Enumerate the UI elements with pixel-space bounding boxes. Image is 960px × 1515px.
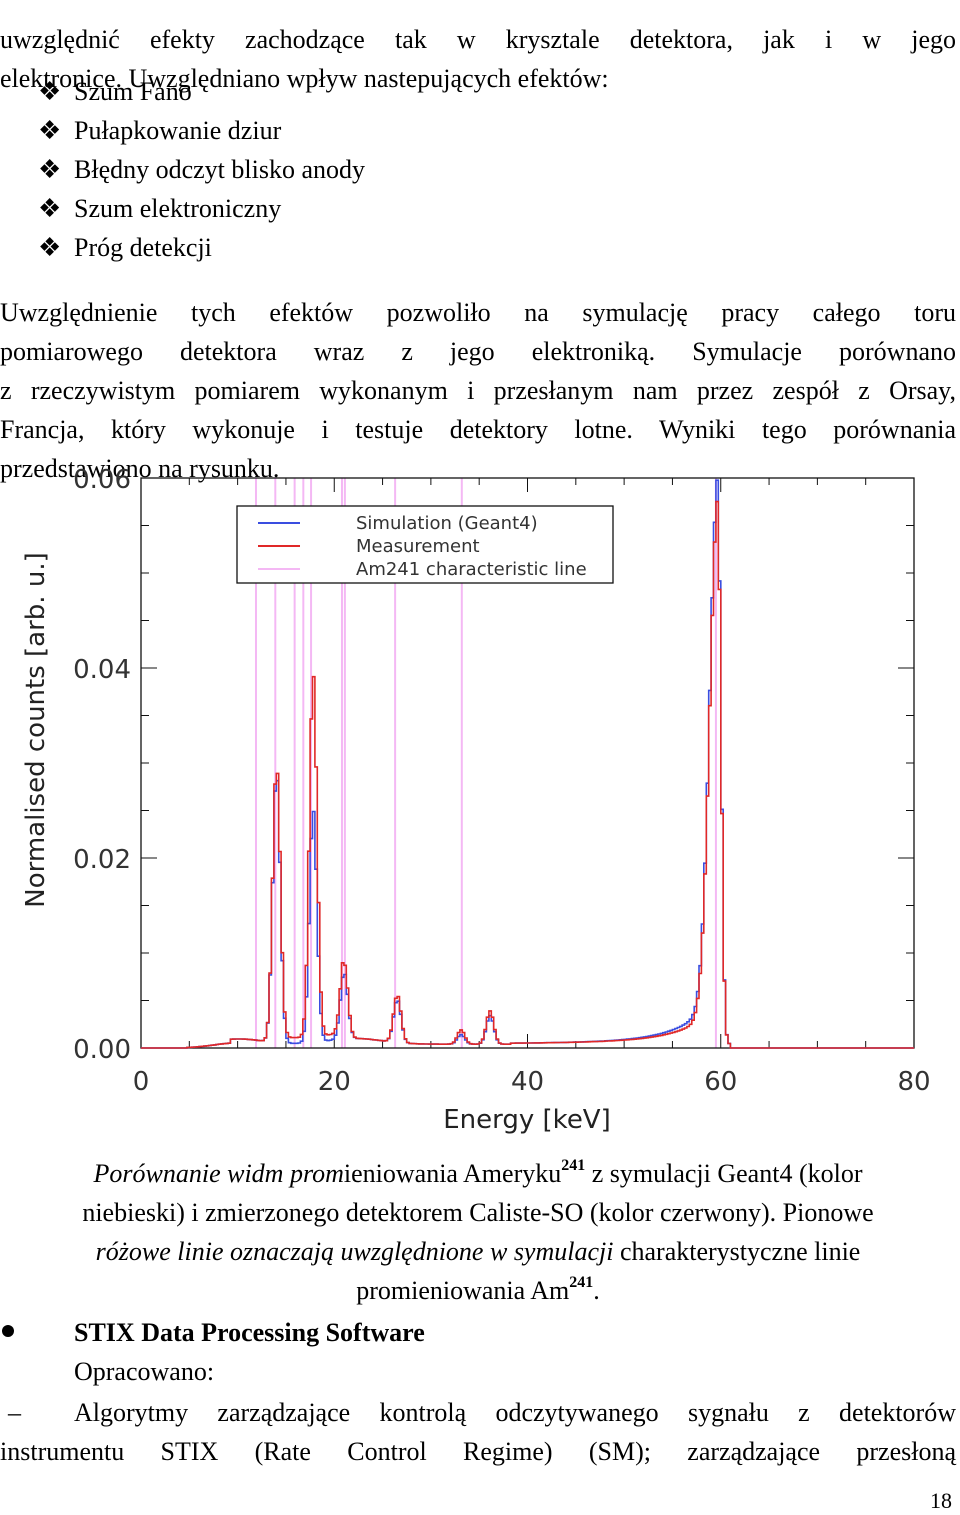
y-tick-label: 0.04 xyxy=(73,655,131,685)
y-tick-label: 0.06 xyxy=(73,468,131,495)
effect-label: Błędny odczyt blisko anody xyxy=(74,155,366,184)
caption-line-1: Porównanie widm promieniowania Ameryku24… xyxy=(0,1154,956,1193)
caption-italic: Porównanie widm prom xyxy=(93,1159,344,1188)
x-tick-label: 0 xyxy=(133,1067,150,1097)
diamond-bullet-icon: ❖ xyxy=(38,77,62,106)
effect-item: ❖ Błędny odczyt blisko anody xyxy=(38,150,365,189)
caption-text: ieniowania Ameryku xyxy=(343,1159,562,1188)
effect-item: ❖ Szum elektroniczny xyxy=(38,189,281,228)
x-tick-label: 60 xyxy=(704,1067,737,1097)
y-tick-label: 0.02 xyxy=(73,845,131,875)
dash-icon: – xyxy=(8,1398,21,1427)
legend-label: Am241 characteristic line xyxy=(356,559,587,580)
x-tick-label: 20 xyxy=(318,1067,351,1097)
caption-line-2: niebieski) i zmierzonego detektorem Cali… xyxy=(82,1198,874,1227)
chart-axes: 0 20 40 60 80 0.00 0.02 0.04 0.06 xyxy=(73,468,930,1097)
caption-text: charakterystyczne linie xyxy=(613,1237,861,1266)
section-title: STIX Data Processing Software xyxy=(74,1318,425,1347)
x-tick-label: 80 xyxy=(897,1067,930,1097)
spectrum-chart: 0 20 40 60 80 0.00 0.02 0.04 0.06 Simulation (Ge… xyxy=(21,468,931,1135)
para-line-3: z rzeczywistym pomiarem wykonanym i prze… xyxy=(0,376,956,405)
legend-label: Measurement xyxy=(356,536,480,557)
diamond-bullet-icon: ❖ xyxy=(38,155,62,184)
diamond-bullet-icon: ❖ xyxy=(38,116,62,145)
caption-text: promieniowania Am xyxy=(356,1276,570,1305)
y-axis-label: Normalised counts [arb. u.] xyxy=(21,552,51,907)
caption-sup: 241 xyxy=(561,1157,586,1174)
effect-item: ❖ Pułapkowanie dziur xyxy=(38,111,281,150)
page-number: 18 xyxy=(930,1488,952,1513)
caption-line-4: promieniowania Am241. xyxy=(0,1271,956,1310)
caption-text: . xyxy=(593,1276,600,1305)
dash-line-2: instrumentu STIX (Rate Control Regime) (… xyxy=(0,1437,956,1466)
intro-line-1: uwzględnić efekty zachodzące tak w krysz… xyxy=(0,25,956,54)
caption-italic: różowe linie oznaczają uwzględnione w sy… xyxy=(95,1237,614,1266)
x-axis-label: Energy [keV] xyxy=(443,1105,611,1135)
legend-label: Simulation (Geant4) xyxy=(356,513,538,534)
intro-line-2: elektronice. Uwzględniano wpływ nastepuj… xyxy=(0,64,609,93)
measurement-series xyxy=(141,500,914,1049)
effect-label: Próg detekcji xyxy=(74,233,212,262)
developed-label: Opracowano: xyxy=(74,1357,215,1386)
effect-label: Szum elektroniczny xyxy=(74,194,282,223)
diamond-bullet-icon: ❖ xyxy=(38,233,62,262)
dash-line-1: Algorytmy zarządzające kontrolą odczytyw… xyxy=(74,1398,956,1427)
caption-sup: 241 xyxy=(569,1274,594,1291)
effect-item: ❖ Szum Fano xyxy=(38,72,192,111)
caption-text: z symulacji Geant4 (kolor xyxy=(585,1159,863,1188)
y-tick-label: 0.00 xyxy=(73,1035,131,1065)
diamond-bullet-icon: ❖ xyxy=(38,194,62,223)
bullet-dot-icon xyxy=(2,1325,14,1337)
legend-box xyxy=(236,505,614,584)
effect-label: Pułapkowanie dziur xyxy=(74,116,282,145)
para-line-1: Uwzględnienie tych efektów pozwoliło na … xyxy=(0,298,956,327)
effect-item: ❖ Próg detekcji xyxy=(38,228,212,267)
effect-label: Szum Fano xyxy=(74,77,192,106)
para-line-2: pomiarowego detektora wraz z jego elektr… xyxy=(0,337,956,366)
x-tick-label: 40 xyxy=(511,1067,544,1097)
para-line-4: Francja, który wykonuje i testuje detekt… xyxy=(0,415,956,444)
caption-line-3: różowe linie oznaczają uwzględnione w sy… xyxy=(0,1232,956,1271)
